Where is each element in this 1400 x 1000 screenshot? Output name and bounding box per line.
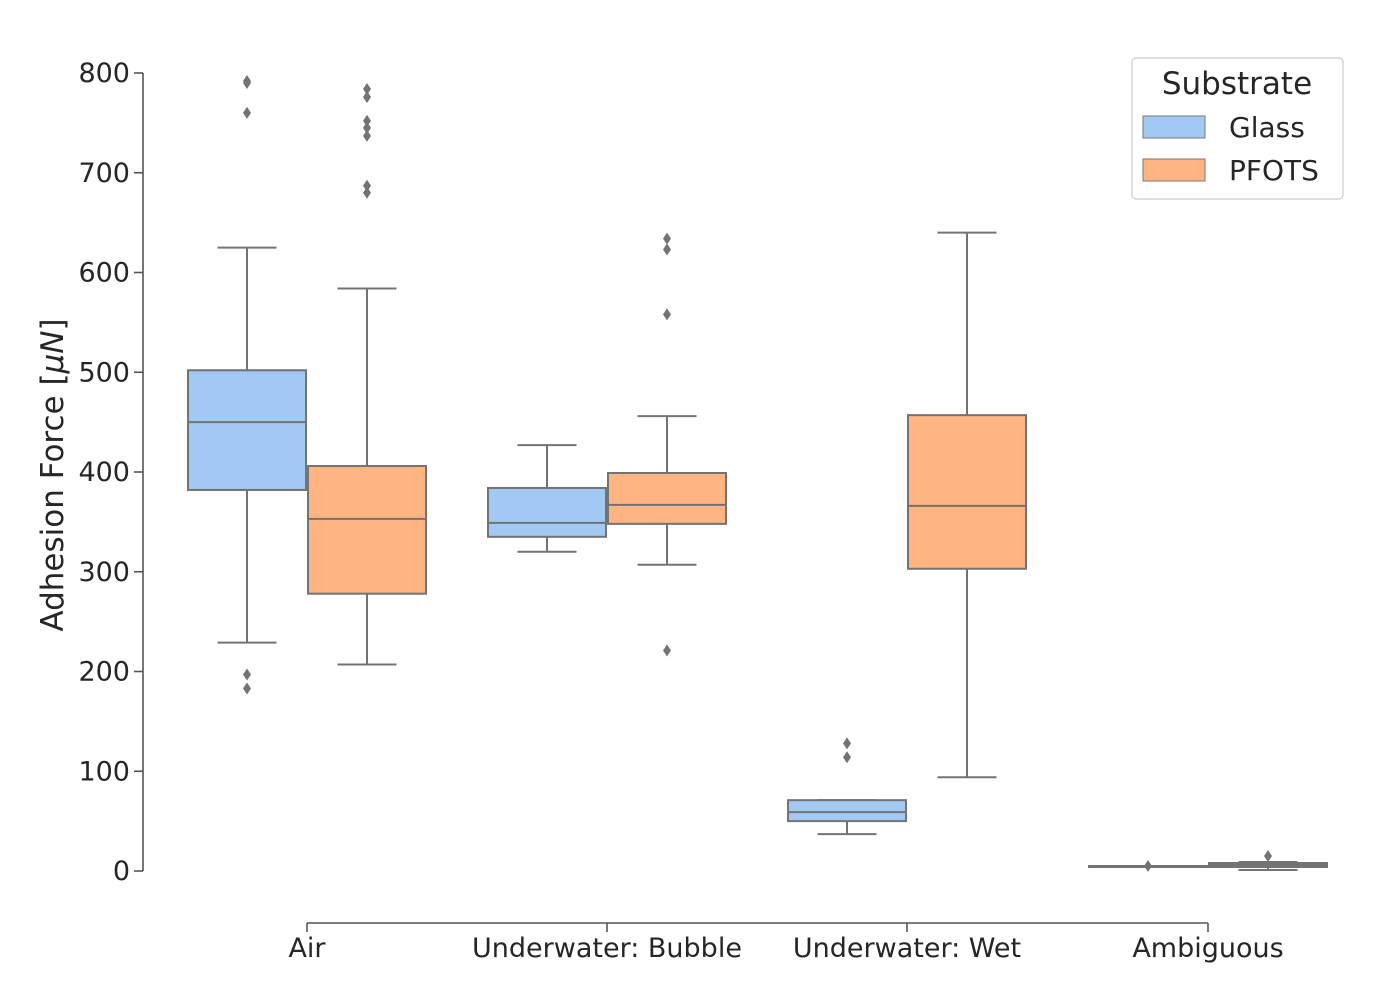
box-iqr [487, 486, 607, 538]
y-axis-title: Adhesion Force [μN] [35, 318, 71, 631]
box-pfots-2 [607, 232, 727, 657]
outlier-point [363, 186, 371, 199]
box-pfots-4 [1208, 850, 1328, 872]
legend-label-glass: Glass [1229, 111, 1305, 144]
outlier-point [243, 668, 251, 681]
legend-title: Substrate [1162, 66, 1312, 102]
legend-swatch-glass [1142, 115, 1206, 139]
y-tick-label: 700 [78, 158, 130, 189]
outlier-point [363, 179, 371, 192]
box-pfots-3 [907, 231, 1027, 779]
x-axis: Air Underwater: Bubble Underwater: Wet Ambi… [288, 922, 1284, 964]
outlier-point [363, 90, 371, 103]
y-tick-label: 200 [78, 657, 130, 688]
y-tick-label: 300 [78, 557, 130, 588]
outlier-point [663, 232, 671, 245]
plot-area [187, 74, 1328, 873]
y-tick-label: 100 [78, 756, 130, 787]
box-glass-4 [1088, 860, 1208, 873]
legend-label-pfots: PFOTS [1229, 154, 1319, 187]
x-tick-label: Air [288, 933, 326, 964]
box-iqr [607, 471, 727, 525]
outlier-point [363, 121, 371, 134]
box-iqr [907, 414, 1027, 570]
x-tick-label: Underwater: Bubble [472, 933, 742, 964]
outlier-point [363, 129, 371, 142]
y-tick-label: 400 [78, 457, 130, 488]
outlier-point [663, 243, 671, 256]
outlier-point [1144, 860, 1152, 873]
y-tick-label: 800 [78, 58, 130, 89]
box-glass-3 [787, 737, 907, 836]
box-iqr [187, 369, 307, 491]
outlier-point [663, 308, 671, 321]
outlier-point [243, 106, 251, 119]
box-pfots-1 [307, 82, 427, 666]
y-tick-label: 600 [78, 258, 130, 289]
box-iqr [787, 799, 907, 823]
outlier-point [363, 114, 371, 127]
outlier-point [243, 682, 251, 695]
outlier-point [363, 82, 371, 95]
outlier-point [243, 74, 251, 87]
outlier-point [1264, 850, 1272, 863]
x-tick-label: Ambiguous [1132, 933, 1283, 964]
y-tick-label: 0 [113, 856, 130, 887]
x-tick-label: Underwater: Wet [793, 933, 1021, 964]
legend: Substrate Glass PFOTS [1131, 57, 1344, 200]
box-iqr [307, 465, 427, 595]
y-axis: 0 100 200 300 400 500 600 700 800 [78, 58, 144, 887]
legend-swatch-pfots [1142, 158, 1206, 182]
box-glass-2 [487, 444, 607, 553]
outlier-point [843, 737, 851, 750]
outlier-point [843, 751, 851, 764]
box-glass-1 [187, 74, 307, 695]
y-tick-label: 500 [78, 357, 130, 388]
outlier-point [663, 644, 671, 657]
